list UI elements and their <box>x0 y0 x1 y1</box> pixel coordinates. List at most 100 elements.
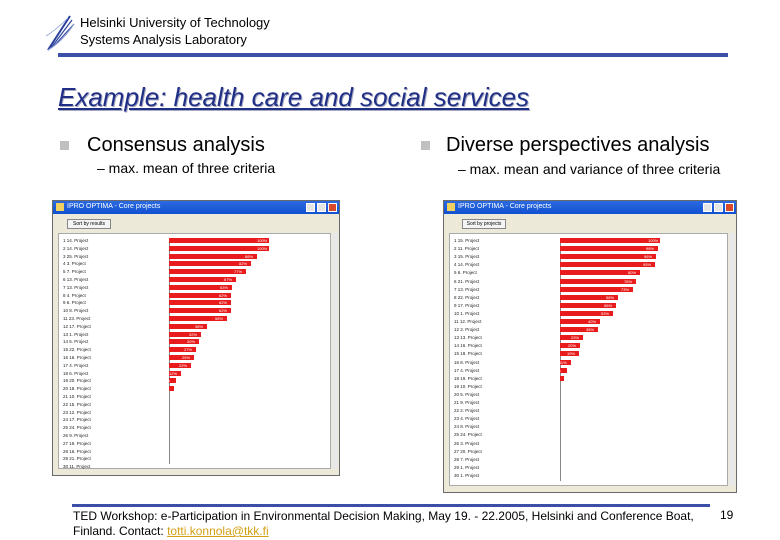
project-label: 1 14. Project <box>63 238 89 243</box>
minimize-icon[interactable] <box>306 203 315 212</box>
project-score-value: 62% <box>219 308 228 314</box>
project-score-bar <box>169 261 251 267</box>
project-label: 12 17. Project <box>63 323 91 329</box>
project-row: 27 20. Project <box>450 448 727 455</box>
close-icon[interactable] <box>725 203 734 212</box>
project-row: 15 18. Project 19% <box>450 350 727 357</box>
project-row: 17 4. Project 22% <box>59 362 330 369</box>
project-row: 23 12. Project <box>59 409 330 416</box>
project-row: 8 22. Project 58% <box>450 294 727 301</box>
project-row: 21 9. Project <box>450 399 727 406</box>
contact-email-link[interactable]: totti.konnola@tkk.fi <box>167 524 269 538</box>
minimize-icon[interactable] <box>703 203 712 212</box>
project-label: 7 13. Project <box>454 286 480 292</box>
project-row: 16 16. Project 25% <box>59 354 330 361</box>
project-score-bar <box>169 339 199 345</box>
project-label: 21 9. Project <box>454 400 480 405</box>
diverse-bullet: Diverse perspectives analysis <box>446 134 710 156</box>
project-row: 22 15. Project <box>59 401 330 408</box>
window-title: IPRO OPTIMA - Core projects <box>458 203 552 210</box>
project-score-value: 62% <box>219 300 228 306</box>
project-score-value: 95% <box>643 262 652 268</box>
project-row: 3 25. Project 88% <box>59 253 330 260</box>
project-score-value: 53% <box>601 310 610 316</box>
project-label: 3 25. Project <box>63 253 89 259</box>
maximize-icon[interactable] <box>317 203 326 212</box>
project-row: 5 6. Project 80% <box>450 269 727 276</box>
project-label: 22 2. Project <box>454 408 480 414</box>
project-row: 15 22. Project 27% <box>59 346 330 353</box>
project-label: 26 9. Project <box>63 433 89 438</box>
slide-title: Example: health care and social services <box>58 82 530 112</box>
project-score-value: 73% <box>621 286 630 292</box>
footer-rule <box>72 504 710 507</box>
project-score-bar <box>560 343 580 349</box>
project-label: 7 13. Project <box>63 284 89 290</box>
diverse-results-window: IPRO OPTIMA - Core projects Sort by proj… <box>443 200 737 493</box>
sort-button[interactable]: Sort by projects <box>462 219 506 229</box>
project-score-value: 76% <box>624 278 633 284</box>
project-label: 19 20. Project <box>63 378 91 384</box>
project-label: 6 21. Project <box>454 278 480 284</box>
project-row: 13 13. Project 23% <box>450 334 727 341</box>
project-row: 1 14. Project 100% <box>59 237 330 244</box>
maximize-icon[interactable] <box>714 203 723 212</box>
project-row: 10 1. Project 53% <box>450 310 727 317</box>
project-score-bar <box>560 238 660 243</box>
project-label: 28 7. Project <box>454 456 480 462</box>
project-row: 7 13. Project 73% <box>450 286 727 293</box>
project-label: 23 4. Project <box>454 416 480 422</box>
project-score-bar <box>560 278 636 284</box>
project-label: 1 15. Project <box>454 238 480 243</box>
project-row: 19 20. Project 7% <box>59 377 330 384</box>
project-label: 16 16. Project <box>63 355 91 360</box>
project-row: 10 8. Project 62% <box>59 307 330 314</box>
project-score-bar <box>560 254 656 260</box>
bullet-marker <box>60 141 69 150</box>
project-row: 1 15. Project 100% <box>450 237 727 244</box>
project-row: 24 8. Project <box>450 423 727 430</box>
project-score-bar <box>560 327 598 333</box>
consensus-subbullet: – max. mean of three criteria <box>97 160 276 176</box>
project-score-bar <box>560 351 579 357</box>
close-icon[interactable] <box>328 203 337 212</box>
project-score-bar <box>169 355 194 360</box>
project-score-bar <box>560 294 618 300</box>
project-row: 19 10. Project <box>450 383 727 390</box>
project-row: 25 24. Project <box>450 431 727 438</box>
project-label: 2 11. Project <box>454 246 479 252</box>
project-score-value: 98% <box>646 246 655 252</box>
consensus-bullet: Consensus analysis <box>87 134 265 156</box>
scrollbar[interactable] <box>332 233 338 469</box>
results-chart: 1 15. Project 100% 2 11. Project 98% 3 15. P… <box>449 233 728 486</box>
project-score-value: 25% <box>182 355 191 360</box>
app-icon <box>56 203 64 211</box>
project-score-value: 58% <box>215 316 224 321</box>
project-score-value: 30% <box>187 339 196 345</box>
laboratory-name: Systems Analysis Laboratory <box>80 32 247 47</box>
project-score-value: 20% <box>568 343 577 349</box>
scrollbar[interactable] <box>729 233 735 486</box>
project-score-bar <box>560 262 655 268</box>
project-row: 20 18. Project 5% <box>59 385 330 392</box>
project-row: 30 11. Project <box>59 463 330 470</box>
window-title: IPRO OPTIMA - Core projects <box>67 203 161 210</box>
project-row: 6 13. Project 67% <box>59 276 330 283</box>
project-label: 11 23. Project <box>63 316 91 321</box>
project-label: 27 20. Project <box>454 448 482 454</box>
bullet-marker <box>421 141 430 150</box>
project-label: 2 14. Project <box>63 245 89 251</box>
project-label: 27 19. Project <box>63 440 91 446</box>
project-label: 22 15. Project <box>63 401 91 407</box>
project-label: 23 12. Project <box>63 409 91 415</box>
project-label: 24 17. Project <box>63 417 91 423</box>
sort-button[interactable]: Sort by results <box>67 219 111 229</box>
project-score-value: 58% <box>606 294 615 300</box>
project-score-value: 5% <box>162 386 168 392</box>
project-row: 16 8. Project 11% <box>450 359 727 366</box>
project-label: 3 15. Project <box>454 254 480 260</box>
project-label: 19 10. Project <box>454 383 482 389</box>
project-score-value: 32% <box>189 331 198 337</box>
project-label: 15 22. Project <box>63 347 91 353</box>
project-label: 13 1. Project <box>63 331 89 337</box>
